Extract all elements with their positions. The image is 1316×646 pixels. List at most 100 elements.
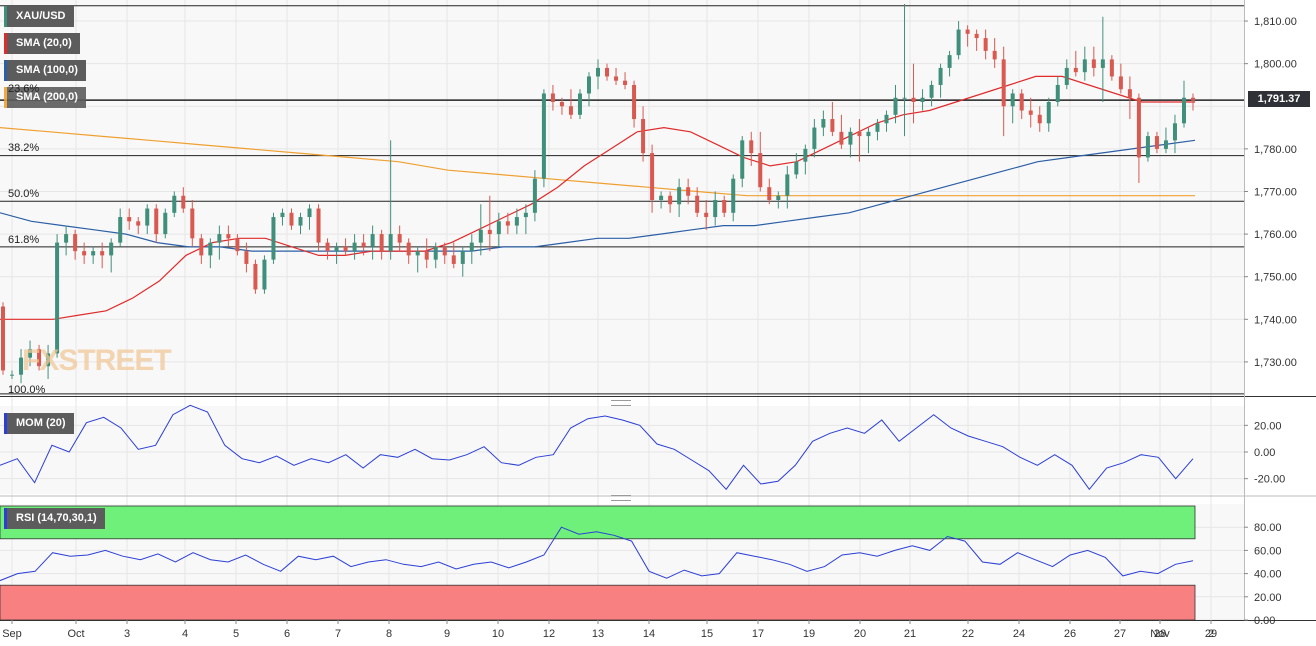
candle	[1172, 114, 1177, 154]
candle	[956, 21, 961, 60]
candle	[1145, 131, 1150, 162]
price-tick-label: 1,770.00	[1254, 186, 1297, 198]
x-tick-label: 13	[592, 628, 604, 640]
price-tick-label: 1,780.00	[1254, 144, 1297, 156]
candle-body	[469, 242, 474, 252]
candle	[1046, 97, 1051, 132]
candle	[758, 131, 763, 192]
symbol-color-swatch	[4, 6, 7, 27]
symbol-legend[interactable]: XAU/USD	[4, 6, 74, 27]
candle-body	[55, 242, 60, 354]
candle	[163, 208, 168, 239]
candle-body	[722, 200, 727, 213]
rsi-legend[interactable]: RSI (14,70,30,1)	[4, 508, 105, 529]
candle	[469, 234, 474, 264]
candle	[316, 204, 321, 252]
candle-body	[46, 353, 51, 367]
sma100-legend[interactable]: SMA (100,0)	[4, 60, 86, 81]
sma200-legend[interactable]: SMA (200,0)	[4, 87, 86, 108]
candle	[713, 191, 718, 226]
candle-body	[442, 246, 447, 256]
sma20-line	[0, 75, 1195, 320]
candle	[650, 144, 655, 213]
candle-body	[668, 195, 673, 205]
mom-legend[interactable]: MOM (20)	[4, 413, 74, 434]
candle	[343, 238, 348, 256]
candle-body	[731, 178, 736, 213]
candle-body	[830, 119, 835, 132]
candle-body	[1100, 59, 1105, 68]
candle	[1181, 80, 1186, 128]
candle-body	[1172, 123, 1177, 141]
candle	[244, 242, 249, 273]
candle-body	[614, 76, 619, 81]
rsi-panel-resize-handle[interactable]	[611, 495, 631, 501]
candle	[893, 84, 898, 124]
candle-body	[73, 234, 78, 252]
candle-body	[866, 131, 871, 137]
candle	[983, 29, 988, 60]
candle	[749, 131, 754, 166]
candle	[10, 370, 15, 379]
candlesticks[interactable]	[1, 4, 1195, 384]
candle-body	[352, 242, 357, 252]
candle	[1055, 76, 1060, 107]
sma20-legend[interactable]: SMA (20,0)	[4, 33, 80, 54]
candle	[623, 72, 628, 90]
x-tick-label: 15	[701, 628, 713, 640]
mom-panel-resize-handle[interactable]	[611, 400, 631, 406]
candle	[226, 225, 231, 247]
candle-body	[1055, 84, 1060, 102]
candle	[262, 255, 267, 294]
candle-body	[514, 217, 519, 226]
main-plot-bg	[0, 0, 1244, 396]
x-tick-label: 10	[492, 628, 504, 640]
candle-body	[19, 357, 24, 375]
candle	[73, 229, 78, 260]
candle-body	[659, 195, 664, 200]
candle-body	[947, 55, 952, 68]
candle-body	[812, 127, 817, 149]
candle-body	[965, 29, 970, 34]
candle	[370, 225, 375, 260]
candle	[677, 178, 682, 218]
mom-tick-label: 0.00	[1254, 447, 1275, 459]
candle	[442, 242, 447, 264]
candle-body	[262, 259, 267, 290]
candle-body	[605, 67, 610, 77]
candle-body	[596, 67, 600, 77]
candle-body	[523, 212, 528, 218]
candle	[1109, 55, 1114, 81]
rsi-tick-label: 60.00	[1254, 545, 1282, 557]
candle	[379, 229, 384, 260]
fib-label-50: 50.0%	[8, 188, 40, 200]
candle	[451, 242, 456, 269]
watermark-logo: FXSTREET	[22, 344, 172, 377]
candle	[1191, 93, 1195, 111]
candle	[1127, 76, 1132, 120]
rsi-label: RSI (14,70,30,1)	[16, 512, 97, 524]
candle	[641, 106, 646, 162]
candle-body	[28, 349, 33, 358]
candle-body	[758, 153, 763, 188]
candle-body	[199, 238, 204, 256]
x-tick-label: 6	[284, 628, 290, 640]
candle	[992, 38, 997, 68]
candle-body	[10, 374, 15, 376]
mom-plot-bg	[0, 406, 1244, 494]
candle	[199, 234, 204, 264]
x-tick-label: 14	[643, 628, 655, 640]
candle-body	[208, 242, 213, 256]
candle	[181, 187, 186, 213]
candle-body	[127, 217, 132, 222]
candle-body	[397, 234, 402, 243]
candle-body	[154, 208, 159, 235]
candle-body	[586, 76, 591, 94]
candle	[568, 89, 573, 120]
candle-body	[568, 106, 573, 115]
candle-body	[1145, 136, 1150, 158]
candle	[460, 246, 465, 277]
sma200-color-swatch	[4, 87, 7, 108]
